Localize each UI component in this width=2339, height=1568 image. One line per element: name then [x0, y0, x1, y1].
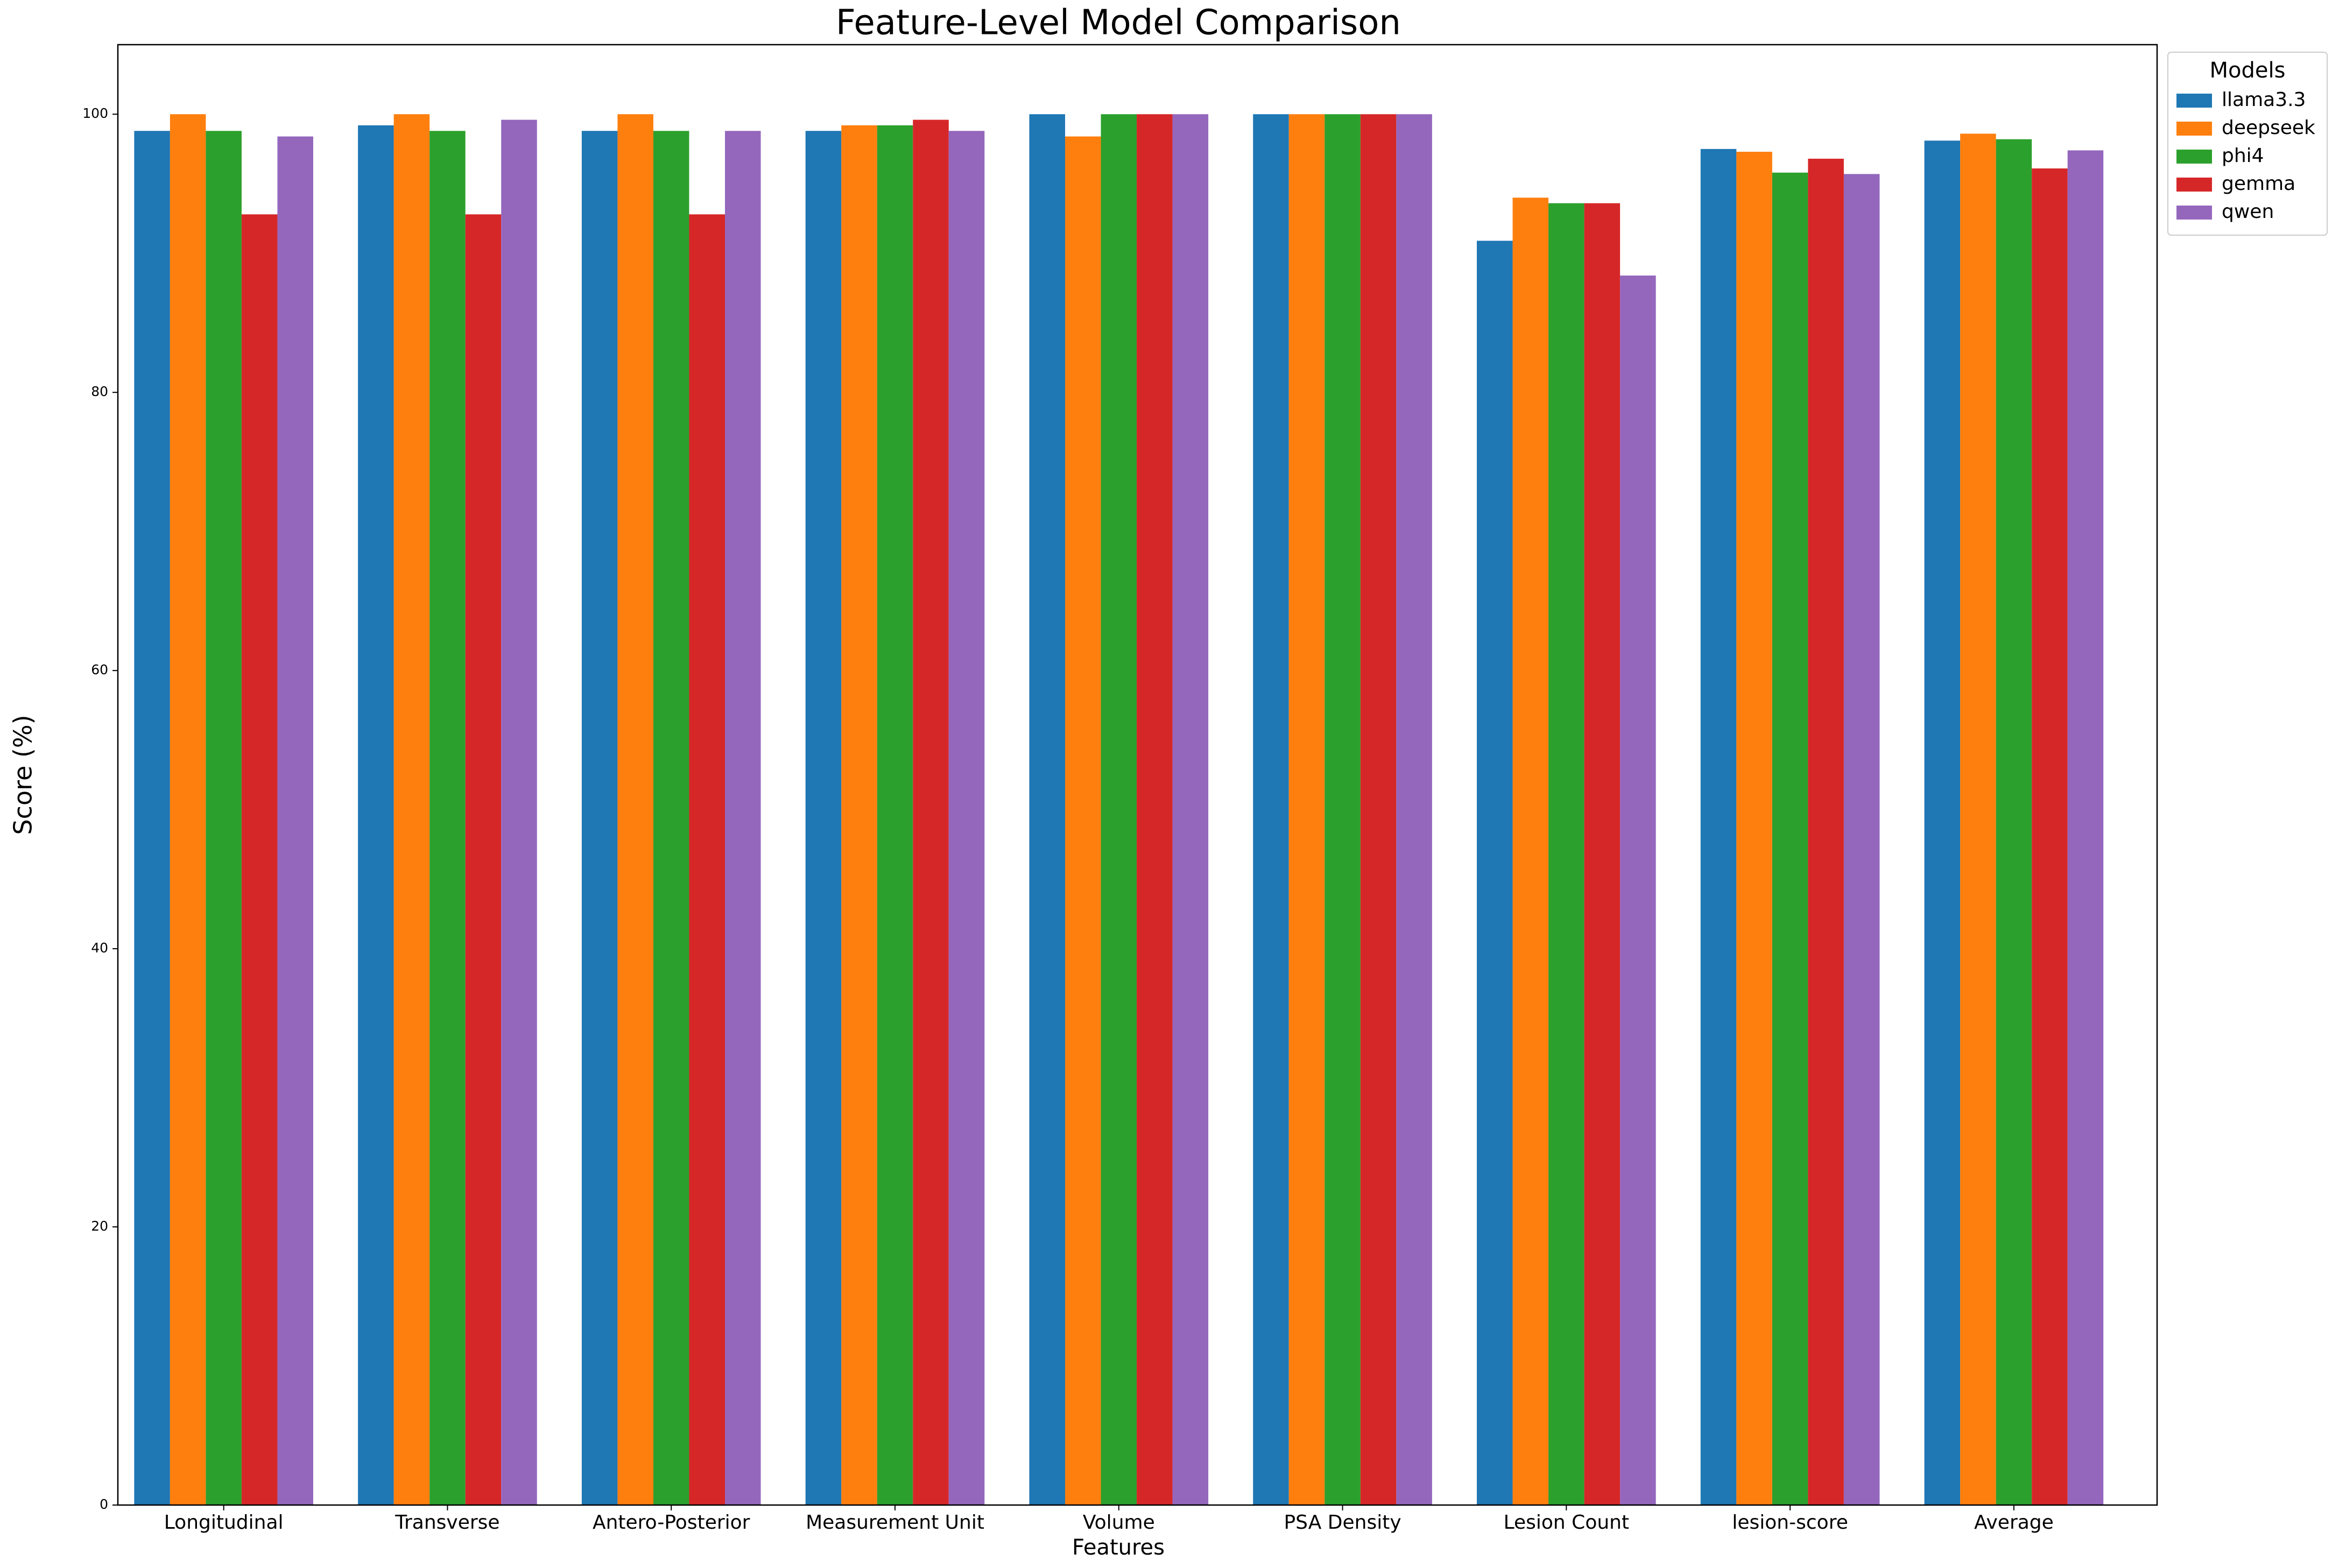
bar	[1101, 114, 1137, 1506]
bar	[241, 214, 278, 1506]
legend-label: qwen	[2222, 201, 2274, 223]
bar	[1288, 114, 1325, 1506]
bar	[1512, 197, 1549, 1506]
bar	[725, 131, 761, 1506]
bar	[877, 125, 913, 1505]
bar	[1325, 114, 1361, 1506]
x-tick-label: Volume	[1083, 1512, 1155, 1534]
x-tick-label: Lesion Count	[1504, 1512, 1630, 1534]
legend-swatch	[2176, 206, 2212, 220]
x-tick-label: PSA Density	[1284, 1512, 1401, 1534]
bar	[1172, 114, 1209, 1506]
bar	[581, 131, 618, 1506]
x-tick-label: lesion-score	[1732, 1512, 1848, 1534]
y-tick-label: 100	[82, 105, 108, 121]
legend-label: phi4	[2222, 145, 2264, 167]
bar	[2032, 168, 2068, 1505]
bar	[1584, 203, 1621, 1506]
bar	[913, 119, 949, 1505]
bar	[277, 136, 313, 1506]
legend-label: deepseek	[2222, 117, 2315, 139]
y-tick-label: 20	[91, 1218, 108, 1234]
legend-swatch	[2176, 94, 2212, 108]
legend-label: llama3.3	[2222, 89, 2306, 111]
bar	[1700, 149, 1737, 1505]
bar	[206, 131, 242, 1506]
bar	[1924, 140, 1961, 1505]
bar	[1772, 172, 1808, 1505]
bar	[1620, 276, 1656, 1505]
bar	[1029, 114, 1065, 1506]
legend-title: Models	[2210, 58, 2286, 83]
bar	[170, 114, 206, 1506]
legend-label: gemma	[2222, 173, 2295, 195]
x-tick-label: Antero-Posterior	[593, 1512, 750, 1534]
bar	[1736, 152, 1772, 1506]
bar	[1065, 136, 1101, 1506]
bar	[501, 119, 537, 1505]
bar	[1960, 133, 1996, 1505]
bar	[1360, 114, 1397, 1506]
bar	[1843, 174, 1880, 1506]
bar	[653, 131, 689, 1506]
bar	[393, 114, 430, 1506]
legend-swatch	[2176, 122, 2212, 136]
y-tick-label: 80	[91, 384, 108, 399]
y-tick-label: 60	[91, 662, 108, 677]
bar	[1137, 114, 1173, 1506]
bar	[1396, 114, 1432, 1506]
bar	[841, 125, 877, 1505]
y-tick-label: 0	[100, 1496, 108, 1512]
bar	[134, 131, 170, 1506]
y-tick-label: 40	[91, 940, 108, 956]
bar	[1996, 139, 2032, 1505]
bar	[689, 214, 725, 1506]
x-tick-label: Measurement Unit	[806, 1512, 984, 1534]
bar	[429, 131, 466, 1506]
legend-swatch	[2176, 178, 2212, 192]
bar	[948, 131, 985, 1506]
bar	[1808, 158, 1844, 1506]
y-axis-label: Score (%)	[9, 715, 38, 835]
x-tick-label: Transverse	[394, 1512, 499, 1534]
plot-frame	[117, 44, 2158, 1506]
legend-swatch	[2176, 150, 2212, 164]
bar	[805, 131, 842, 1506]
x-tick-label: Average	[1974, 1512, 2054, 1534]
x-axis-label: Features	[1072, 1535, 1165, 1560]
bar	[465, 214, 502, 1506]
chart-title: Feature-Level Model Comparison	[836, 3, 1401, 43]
x-tick-label: Longitudinal	[164, 1512, 284, 1534]
bar	[617, 114, 653, 1506]
bar	[1548, 203, 1584, 1506]
bar	[358, 125, 394, 1505]
bar	[1253, 114, 1289, 1506]
bar	[1477, 241, 1513, 1505]
bar	[2067, 150, 2104, 1505]
